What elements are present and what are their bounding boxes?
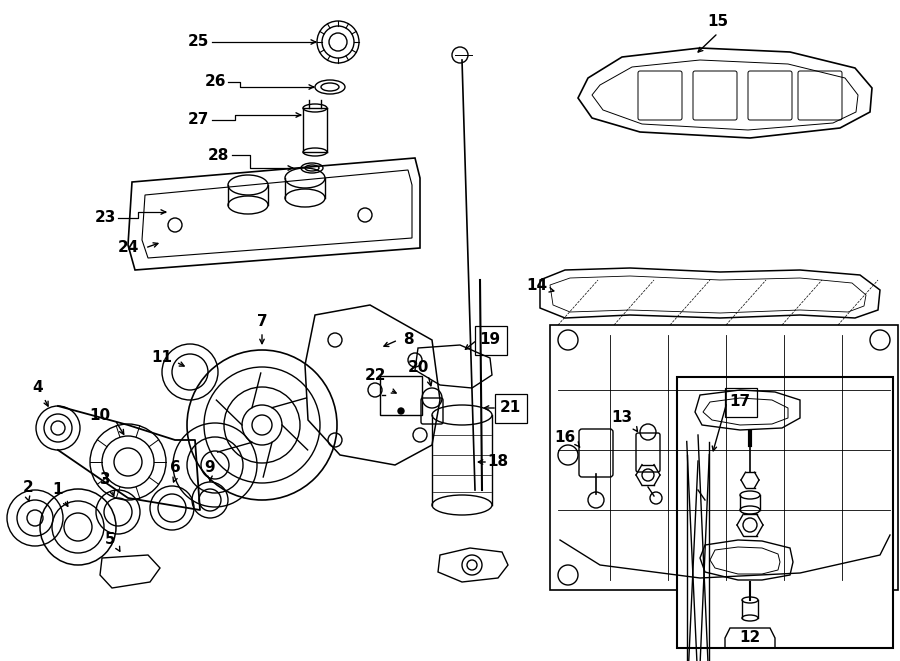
Text: 7: 7 (256, 315, 267, 329)
Text: 5: 5 (104, 533, 115, 547)
FancyBboxPatch shape (677, 377, 893, 648)
Text: 15: 15 (707, 15, 729, 30)
Text: 22: 22 (364, 368, 386, 383)
Text: 14: 14 (526, 278, 547, 293)
Text: 23: 23 (94, 210, 116, 225)
Text: 21: 21 (500, 401, 520, 416)
Text: 10: 10 (89, 407, 111, 422)
Text: 20: 20 (408, 360, 428, 375)
Text: 2: 2 (22, 481, 33, 496)
Text: 8: 8 (402, 332, 413, 348)
Text: 25: 25 (187, 34, 209, 50)
Text: 16: 16 (554, 430, 576, 446)
Text: 17: 17 (729, 395, 751, 410)
Text: 9: 9 (204, 461, 215, 475)
Text: 6: 6 (169, 461, 180, 475)
Text: 28: 28 (207, 147, 229, 163)
Text: 13: 13 (611, 410, 633, 426)
Text: 3: 3 (100, 473, 111, 488)
Text: 18: 18 (488, 455, 508, 469)
Circle shape (398, 408, 404, 414)
Text: 1: 1 (53, 483, 63, 498)
Text: 4: 4 (32, 381, 43, 395)
Text: 19: 19 (480, 332, 500, 348)
Text: 12: 12 (740, 631, 760, 646)
Text: 27: 27 (187, 112, 209, 128)
Text: 26: 26 (204, 75, 226, 89)
Text: 11: 11 (151, 350, 173, 366)
Text: 24: 24 (117, 241, 139, 256)
